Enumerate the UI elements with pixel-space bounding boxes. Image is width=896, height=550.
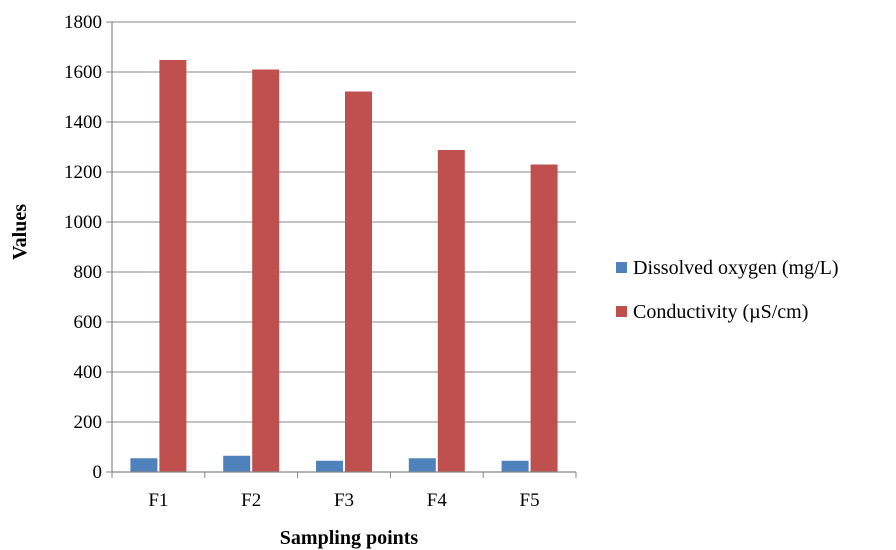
legend: Dissolved oxygen (mg/L) Conductivity (µS/… — [616, 257, 839, 323]
bar-dissolved-oxygen-f2 — [223, 455, 251, 472]
y-tick-label: 1000 — [64, 212, 102, 233]
bar-conductivity-f5 — [530, 164, 558, 472]
bar-conductivity-f1 — [159, 60, 187, 472]
y-tick-label: 1600 — [64, 62, 102, 83]
legend-label: Conductivity (µS/cm) — [633, 301, 808, 323]
bar-dissolved-oxygen-f4 — [408, 458, 436, 472]
bar-dissolved-oxygen-f5 — [501, 460, 529, 472]
y-tick-label: 400 — [74, 362, 103, 383]
x-axis-title: Sampling points — [280, 527, 419, 549]
x-tick-labels: F1 F2 F3 F4 F5 — [148, 490, 539, 511]
legend-label: Dissolved oxygen (mg/L) — [633, 257, 839, 279]
legend-swatch — [616, 306, 627, 317]
bar-conductivity-f4 — [437, 150, 465, 472]
y-tick-label: 1200 — [64, 162, 102, 183]
y-axis-title: Values — [9, 204, 31, 260]
bars — [130, 60, 558, 472]
x-tick-label: F3 — [334, 490, 354, 511]
x-tick-label: F5 — [520, 490, 540, 511]
y-tick-label: 1800 — [64, 12, 102, 33]
y-tick-label: 1400 — [64, 112, 102, 133]
gridlines — [106, 21, 577, 478]
legend-swatch — [616, 262, 627, 273]
y-tick-label: 600 — [74, 312, 103, 333]
y-tick-label: 800 — [74, 262, 103, 283]
bar-dissolved-oxygen-f1 — [130, 458, 158, 472]
axes — [111, 22, 576, 473]
y-tick-label: 0 — [93, 462, 103, 483]
bar-conductivity-f2 — [252, 69, 280, 472]
bar-dissolved-oxygen-f3 — [316, 460, 343, 472]
y-tick-labels: 0 200 400 600 800 1000 1200 1400 1600 1800 — [64, 12, 102, 483]
y-tick-label: 200 — [74, 412, 103, 433]
x-tick-label: F1 — [148, 490, 168, 511]
x-tick-label: F2 — [241, 490, 261, 511]
x-tick-label: F4 — [427, 490, 448, 511]
bar-conductivity-f3 — [345, 91, 372, 472]
